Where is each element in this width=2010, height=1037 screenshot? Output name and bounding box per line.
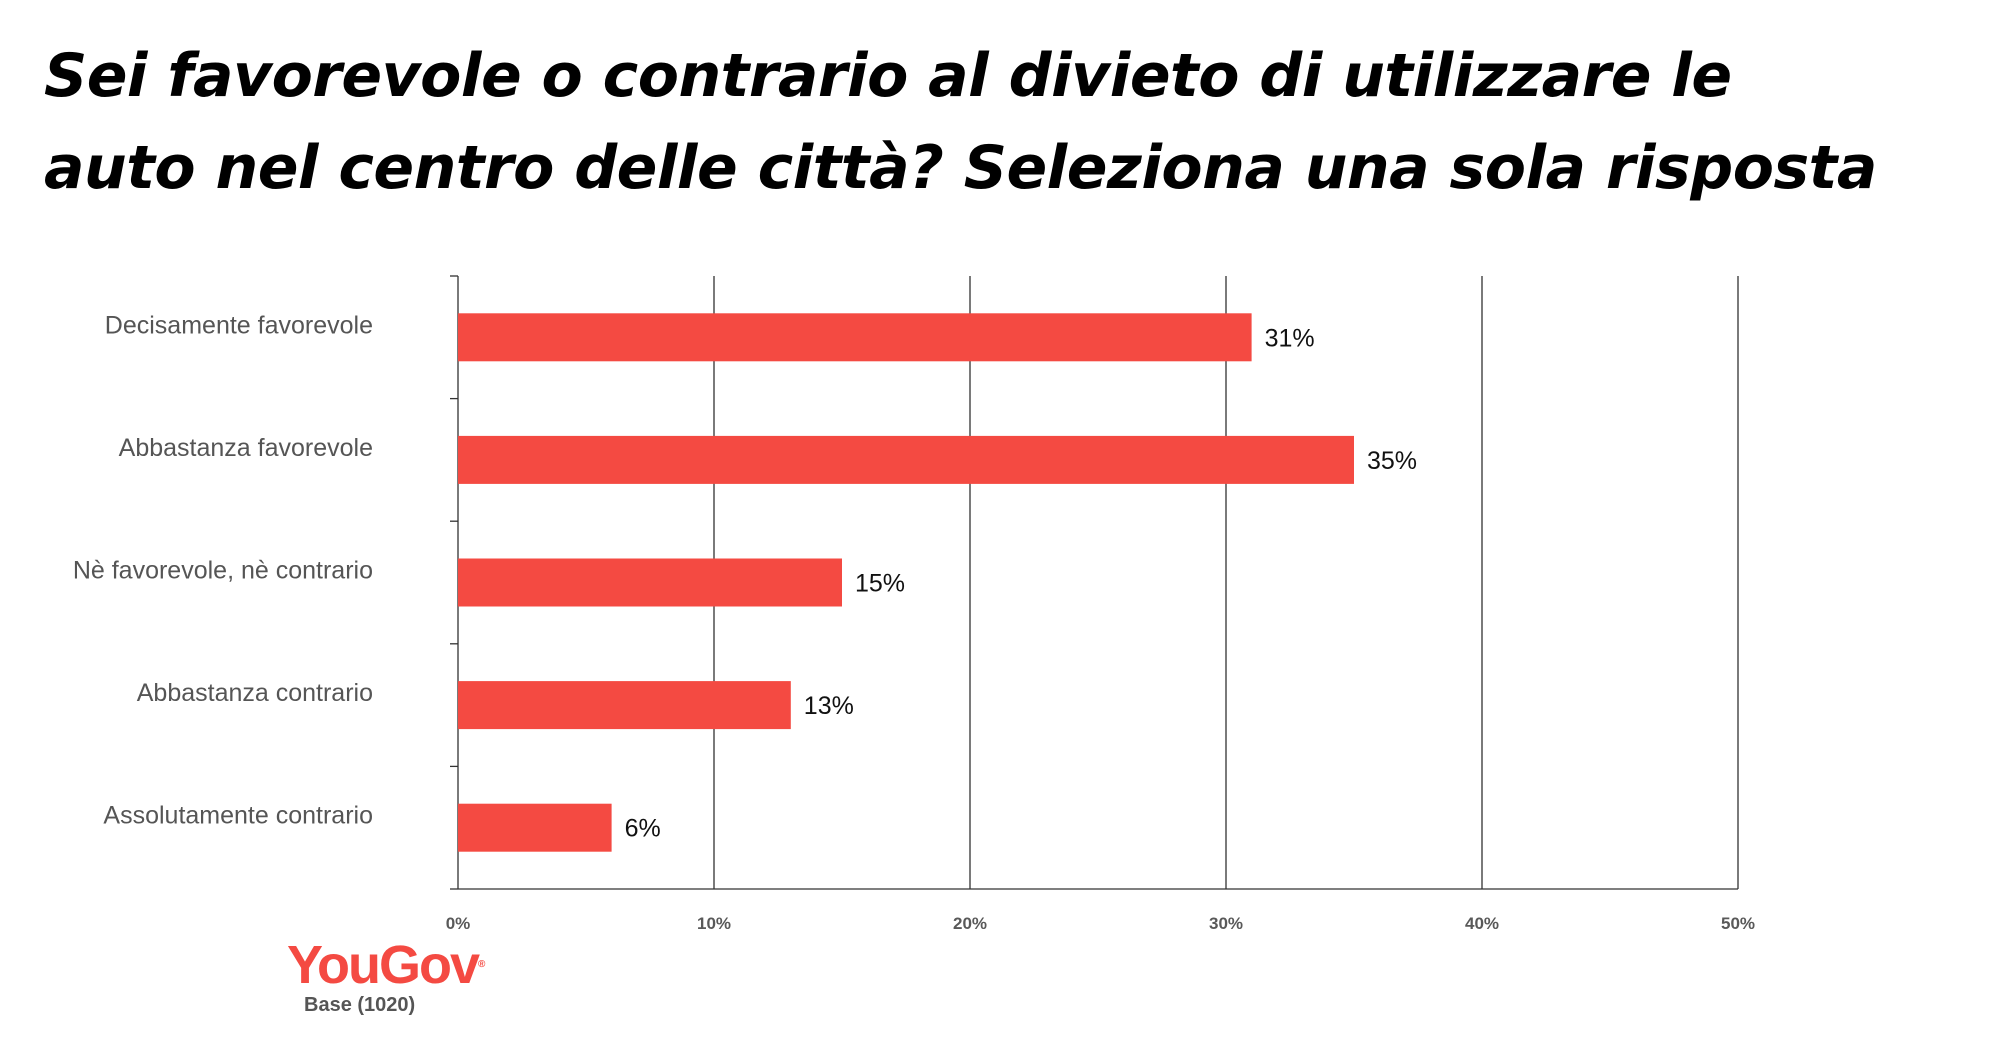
registered-mark-icon: ® (478, 959, 486, 970)
grid-lines (450, 275, 1739, 890)
category-label: Abbastanza favorevole (119, 434, 373, 462)
title-line-1: Sei favorevole o contrario al divieto di… (44, 41, 1732, 111)
data-label: 31% (1265, 324, 1315, 352)
bar-0 (458, 313, 1252, 362)
category-labels: Decisamente favorevole Abbastanza favorev… (73, 311, 373, 829)
x-tick-label: 20% (953, 914, 987, 933)
x-tick-label: 0% (446, 914, 471, 933)
category-label: Nè favorevole, nè contrario (73, 557, 373, 585)
data-labels: 31% 35% 15% 13% 6% (625, 324, 1417, 842)
x-axis-ticks: 0% 10% 20% 30% 40% 50% (446, 914, 1755, 933)
category-label: Abbastanza contrario (137, 679, 373, 707)
chart-title: Sei favorevole o contrario al divieto di… (44, 30, 1944, 214)
bars (458, 313, 1354, 852)
bar-4 (458, 803, 612, 852)
title-line-2: auto nel centro delle città? Seleziona u… (44, 133, 1877, 203)
base-label: Base (1020) (304, 994, 416, 1016)
logo-text: YouGov (287, 935, 480, 995)
data-label: 35% (1367, 447, 1417, 475)
yougov-logo: YouGov® (287, 935, 486, 995)
bar-1 (458, 435, 1354, 484)
data-label: 15% (855, 570, 905, 598)
x-tick-label: 10% (697, 914, 731, 933)
x-tick-label: 50% (1721, 914, 1755, 933)
data-label: 13% (804, 692, 854, 720)
category-label: Assolutamente contrario (103, 802, 373, 830)
x-tick-label: 30% (1209, 914, 1243, 933)
x-tick-label: 40% (1465, 914, 1499, 933)
bar-2 (458, 558, 842, 607)
data-label: 6% (625, 815, 661, 843)
category-label: Decisamente favorevole (105, 311, 373, 339)
bar-chart: 31% 35% 15% 13% 6% Decisamente favorevole Abb… (73, 275, 1755, 933)
bar-3 (458, 681, 791, 730)
